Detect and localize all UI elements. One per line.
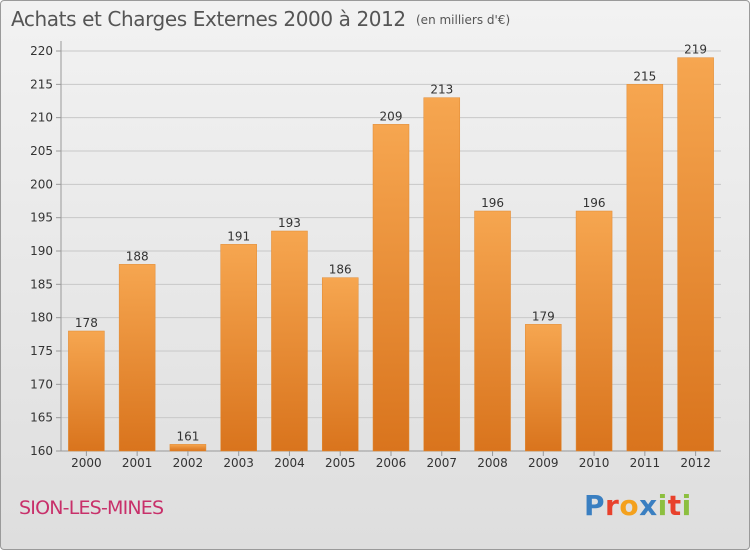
x-tick-label: 2002 <box>173 456 204 470</box>
chart-title: Achats et Charges Externes 2000 à 2012 <box>11 7 406 31</box>
bar-value-label: 219 <box>684 43 707 57</box>
bar-value-label: 186 <box>329 263 352 277</box>
bar-value-label: 191 <box>227 229 250 243</box>
brand-letter: x <box>639 489 658 522</box>
bar-value-label: 213 <box>430 83 453 97</box>
bar <box>626 84 664 452</box>
bar-value-label: 215 <box>633 69 656 83</box>
bar-value-label: 179 <box>532 309 555 323</box>
y-tick-label: 210 <box>30 111 53 125</box>
bar-value-label: 209 <box>380 109 403 123</box>
bar-value-label: 188 <box>126 249 149 263</box>
x-tick-label: 2005 <box>325 456 356 470</box>
y-tick-label: 200 <box>30 177 53 191</box>
y-tick-label: 175 <box>30 344 53 358</box>
bar-value-label: 178 <box>75 316 98 330</box>
bar <box>474 210 511 452</box>
bar <box>271 230 308 452</box>
y-tick-label: 190 <box>30 244 53 258</box>
chart-subtitle: (en milliers d'€) <box>416 13 511 27</box>
brand-letter: i <box>681 489 692 522</box>
bar <box>575 210 613 452</box>
bar <box>525 324 562 452</box>
x-tick-label: 2012 <box>680 456 711 470</box>
x-tick-label: 2008 <box>477 456 508 470</box>
brand-letter: P <box>584 489 606 522</box>
place-name: SION-LES-MINES <box>19 497 164 519</box>
x-tick-label: 2001 <box>122 456 153 470</box>
x-tick-label: 2003 <box>223 456 254 470</box>
bar <box>220 244 257 452</box>
y-tick-label: 220 <box>30 44 53 58</box>
y-tick-label: 215 <box>30 77 53 91</box>
bar <box>372 124 410 452</box>
bar-value-label: 193 <box>278 216 301 230</box>
bar-value-label: 196 <box>583 196 606 210</box>
x-tick-label: 2011 <box>630 456 661 470</box>
y-tick-label: 195 <box>30 211 53 225</box>
y-tick-label: 185 <box>30 277 53 291</box>
x-tick-label: 2009 <box>528 456 559 470</box>
y-tick-label: 205 <box>30 144 53 158</box>
brand-logo[interactable]: Proxiti <box>584 489 692 522</box>
x-tick-label: 2007 <box>426 456 457 470</box>
bar-value-label: 161 <box>176 429 199 443</box>
bar <box>68 330 105 452</box>
bar <box>169 444 207 452</box>
bar-value-label: 196 <box>481 196 504 210</box>
bar <box>118 264 156 452</box>
y-tick-label: 165 <box>30 411 53 425</box>
bar <box>423 97 461 452</box>
brand-letter: t <box>667 489 682 522</box>
bar <box>321 277 359 452</box>
brand-letter: r <box>605 489 620 522</box>
x-tick-label: 2000 <box>71 456 102 470</box>
x-tick-label: 2004 <box>274 456 305 470</box>
y-tick-label: 170 <box>30 377 53 391</box>
x-tick-label: 2006 <box>376 456 407 470</box>
bar <box>677 57 714 452</box>
x-tick-label: 2010 <box>579 456 610 470</box>
y-tick-label: 160 <box>30 444 53 458</box>
y-tick-label: 180 <box>30 311 53 325</box>
brand-letter: o <box>619 489 640 522</box>
brand-letter: i <box>657 489 668 522</box>
